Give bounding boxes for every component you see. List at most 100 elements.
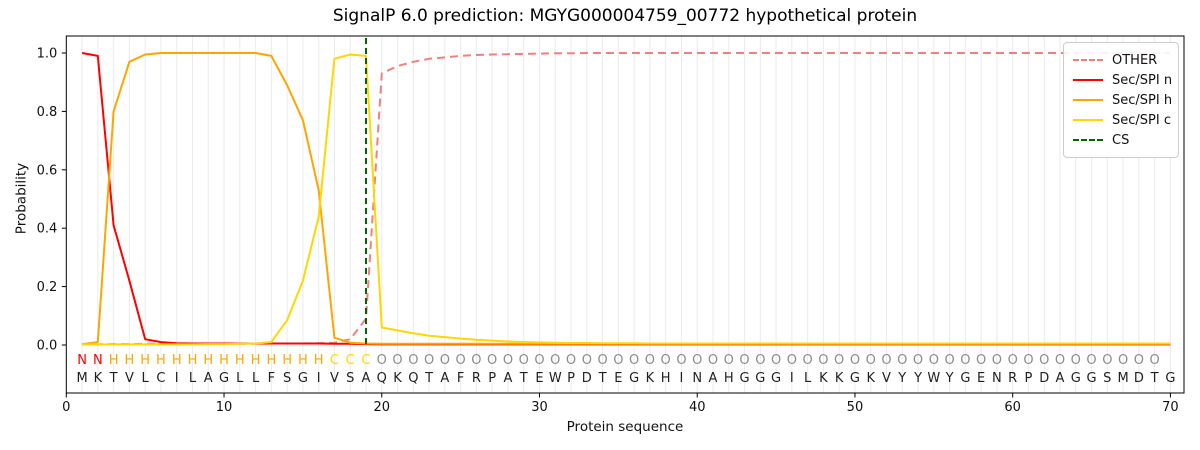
- sequence-letter: P: [1025, 371, 1033, 386]
- residue-label: O: [1055, 353, 1065, 368]
- series-line-other: [82, 52, 1171, 346]
- residue-label: O: [1071, 353, 1081, 368]
- y-axis-label: Probability: [13, 162, 30, 235]
- residue-label: O: [897, 353, 907, 368]
- sequence-letter: R: [1008, 371, 1017, 386]
- sequence-letter: H: [661, 371, 671, 386]
- sequence-letter: P: [567, 371, 575, 386]
- residue-label: O: [866, 353, 876, 368]
- sequence-letter: A: [1056, 371, 1065, 386]
- sequence-letter: S: [346, 371, 354, 386]
- sequence-letter: I: [680, 371, 684, 386]
- x-tick-label: 30: [531, 400, 548, 415]
- sequence-letter: N: [692, 371, 702, 386]
- series-line-sec-spi-h: [81, 52, 1171, 346]
- sequence-letter: G: [1071, 371, 1081, 386]
- residue-label: N: [93, 353, 103, 368]
- residue-label: O: [534, 353, 544, 368]
- residue-label: O: [708, 353, 718, 368]
- y-tick-label: 1.0: [37, 47, 58, 62]
- x-axis: 0 10 20 30 40 50 60 70: [62, 393, 1179, 415]
- residue-label: O: [1134, 353, 1144, 368]
- sequence-letter: K: [819, 371, 828, 386]
- residue-label: O: [487, 353, 497, 368]
- sequence-letter: A: [503, 371, 512, 386]
- residue-label: O: [944, 353, 954, 368]
- sequence-letter: G: [1087, 371, 1097, 386]
- sequence-letter: R: [472, 371, 481, 386]
- legend-line-sample: [1073, 139, 1103, 141]
- residue-label: O: [645, 353, 655, 368]
- legend-item-sec-spi-h: Sec/SPI h: [1073, 90, 1173, 110]
- x-tick-label: 10: [216, 400, 233, 415]
- sequence-letter: W: [549, 371, 562, 386]
- residue-label: O: [913, 353, 923, 368]
- sequence-letter: T: [1150, 371, 1159, 386]
- residue-label: H: [314, 353, 324, 368]
- sequence-letter: N: [992, 371, 1002, 386]
- residue-label: O: [724, 353, 734, 368]
- residue-label: O: [424, 353, 434, 368]
- sequence-letter: V: [330, 371, 339, 386]
- residue-label: C: [330, 353, 339, 368]
- sequence-letter: M: [76, 371, 87, 386]
- residue-label: H: [235, 353, 245, 368]
- residue-label: O: [1039, 353, 1049, 368]
- residue-label: O: [850, 353, 860, 368]
- residue-label: O: [661, 353, 671, 368]
- residue-label: O: [1086, 353, 1096, 368]
- y-axis: 0.0 0.2 0.4 0.6 0.8 1.0: [37, 47, 67, 354]
- sequence-letter: S: [283, 371, 291, 386]
- sequence-letter: D: [1039, 371, 1049, 386]
- residue-label: H: [109, 353, 119, 368]
- x-tick-label: 50: [847, 400, 864, 415]
- sequence-letter: F: [268, 371, 275, 386]
- sequence-letter: K: [866, 371, 875, 386]
- residue-label: O: [929, 353, 939, 368]
- sequence-letter: I: [175, 371, 179, 386]
- residue-label: O: [377, 353, 387, 368]
- sequence-letter: E: [977, 371, 985, 386]
- residue-label: O: [1150, 353, 1160, 368]
- legend-label: Sec/SPI c: [1112, 112, 1171, 128]
- residue-label: H: [298, 353, 308, 368]
- residue-label: H: [219, 353, 229, 368]
- sequence-letter: Y: [913, 371, 922, 386]
- residue-label: O: [1023, 353, 1033, 368]
- sequence-letter: E: [614, 371, 622, 386]
- residue-label: O: [1102, 353, 1112, 368]
- sequence-letter: V: [125, 371, 134, 386]
- sequence-letter: G: [298, 371, 308, 386]
- sequence-letter: K: [646, 371, 655, 386]
- legend-label: Sec/SPI h: [1112, 92, 1173, 108]
- residue-label: O: [613, 353, 623, 368]
- legend-line-sample: [1073, 59, 1103, 61]
- sequence-letter: G: [739, 371, 749, 386]
- plot-frame: [65, 35, 1185, 394]
- residue-label: H: [172, 353, 182, 368]
- series-line-sec-spi-n: [81, 52, 1171, 346]
- sequence-letter: Y: [897, 371, 906, 386]
- residue-label: H: [125, 353, 135, 368]
- sequence-letter: K: [94, 371, 103, 386]
- residue-label: O: [692, 353, 702, 368]
- sequence-letter: G: [960, 371, 970, 386]
- sequence-letter: G: [771, 371, 781, 386]
- sequence-letter: Q: [408, 371, 418, 386]
- sequence-letter: D: [1134, 371, 1144, 386]
- residue-label: O: [550, 353, 560, 368]
- sequence-letter: L: [252, 371, 260, 386]
- sequence-letter: F: [457, 371, 464, 386]
- chart-title: SignalP 6.0 prediction: MGYG000004759_00…: [332, 6, 918, 26]
- sequence-letter: Q: [377, 371, 387, 386]
- sequence-letter: V: [882, 371, 891, 386]
- legend-line-sample: [1073, 119, 1103, 121]
- x-tick-label: 60: [1004, 400, 1021, 415]
- residue-label: O: [471, 353, 481, 368]
- legend-label: OTHER: [1112, 52, 1158, 68]
- residue-label: O: [992, 353, 1002, 368]
- sequence-letter: L: [236, 371, 244, 386]
- residue-label: O: [976, 353, 986, 368]
